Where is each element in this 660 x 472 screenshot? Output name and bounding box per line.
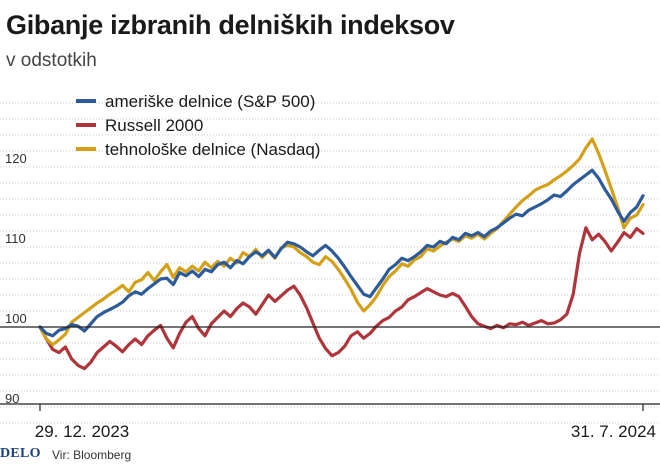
x-tick-label-end: 31. 7. 2024 — [571, 422, 656, 441]
legend: ameriške delnice (S&P 500) Russell 2000 te… — [76, 92, 320, 159]
legend-label: Russell 2000 — [105, 116, 203, 135]
y-tick-label: 110 — [5, 231, 26, 246]
legend-label: ameriške delnice (S&P 500) — [105, 92, 315, 111]
x-tick-label-start: 29. 12. 2023 — [35, 422, 130, 441]
source-note: Vir: Bloomberg — [52, 448, 132, 462]
series-line-1 — [38, 226, 645, 371]
x-axis: 29. 12. 2023 31. 7. 2024 — [0, 403, 660, 441]
legend-label: tehnološke delnice (Nasdaq) — [105, 140, 320, 159]
series-lines — [0, 137, 660, 371]
series-line-0 — [38, 168, 645, 338]
chart-svg: 90 100 110 120 ameriške delnice (S&P 500) Ru… — [0, 92, 660, 441]
footer: DELO Vir: Bloomberg — [0, 446, 660, 466]
chart-subtitle: v odstotkih — [6, 50, 97, 71]
grid-lines — [0, 102, 660, 424]
y-tick-label: 120 — [5, 151, 27, 166]
y-tick-label: 90 — [5, 391, 19, 406]
series-line-2 — [38, 137, 645, 347]
delo-logo: DELO — [0, 446, 41, 461]
y-tick-label: 100 — [5, 311, 27, 326]
chart-title: Gibanje izbranih delniških indeksov — [6, 10, 455, 40]
y-tick-labels: 90 100 110 120 — [5, 151, 27, 406]
